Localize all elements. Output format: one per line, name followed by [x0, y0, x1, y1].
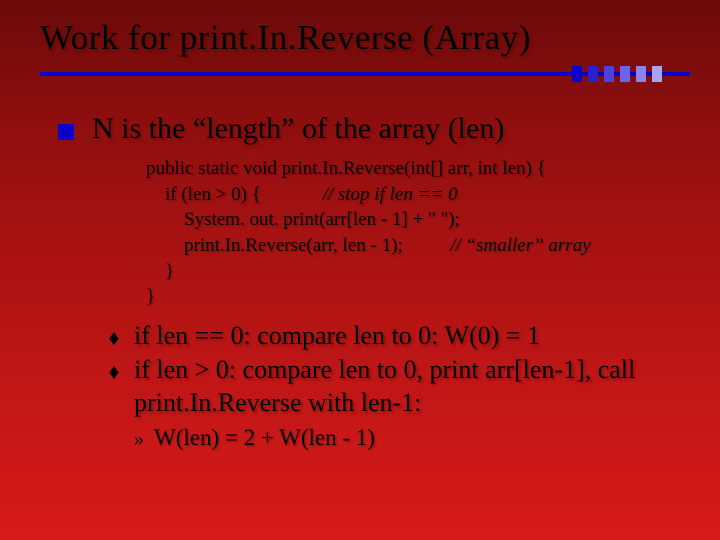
code-comment: // “smaller” array — [450, 235, 590, 256]
code-line: if (len > 0) { — [146, 184, 261, 205]
tick-icon — [588, 66, 598, 82]
bullet1-text: N is the “length” of the array (len) — [92, 112, 504, 146]
code-comment: // stop if len == 0 — [323, 184, 458, 205]
subsub1-text: W(len) = 2 + W(len - 1) — [154, 425, 375, 451]
raquo-bullet-icon: » — [134, 428, 144, 451]
sub-bullet-list: ♦ if len == 0: compare len to 0: W(0) = … — [108, 320, 680, 420]
sub-bullet-row: ♦ if len == 0: compare len to 0: W(0) = … — [108, 320, 680, 353]
underline-ticks — [572, 66, 662, 82]
bullet-level1: N is the “length” of the array (len) — [58, 112, 680, 146]
code-block: public static void print.In.Reverse(int[… — [146, 156, 680, 310]
tick-icon — [604, 66, 614, 82]
content-area: N is the “length” of the array (len) pub… — [0, 88, 720, 451]
code-line: public static void print.In.Reverse(int[… — [146, 158, 546, 179]
title-underline — [40, 66, 690, 88]
diamond-bullet-icon: ♦ — [108, 359, 120, 385]
tick-icon — [652, 66, 662, 82]
code-line: } — [146, 261, 174, 282]
diamond-bullet-icon: ♦ — [108, 325, 120, 351]
code-line: } — [146, 286, 155, 307]
slide-title: Work for print.In.Reverse (Array) — [40, 18, 690, 58]
tick-icon — [636, 66, 646, 82]
tick-icon — [620, 66, 630, 82]
code-line: print.In.Reverse(arr, len - 1); — [146, 235, 403, 256]
sub-bullet-row: ♦ if len > 0: compare len to 0, print ar… — [108, 354, 680, 419]
sub2-text: if len > 0: compare len to 0, print arr[… — [134, 354, 680, 419]
sub1-text: if len == 0: compare len to 0: W(0) = 1 — [134, 320, 540, 353]
square-bullet-icon — [58, 124, 74, 140]
code-line: System. out. print(arr[len - 1] + " "); — [146, 209, 460, 230]
tick-icon — [572, 66, 582, 82]
title-block: Work for print.In.Reverse (Array) — [0, 0, 720, 88]
slide: Work for print.In.Reverse (Array) N is t… — [0, 0, 720, 540]
subsub-bullet-row: » W(len) = 2 + W(len - 1) — [134, 425, 680, 451]
